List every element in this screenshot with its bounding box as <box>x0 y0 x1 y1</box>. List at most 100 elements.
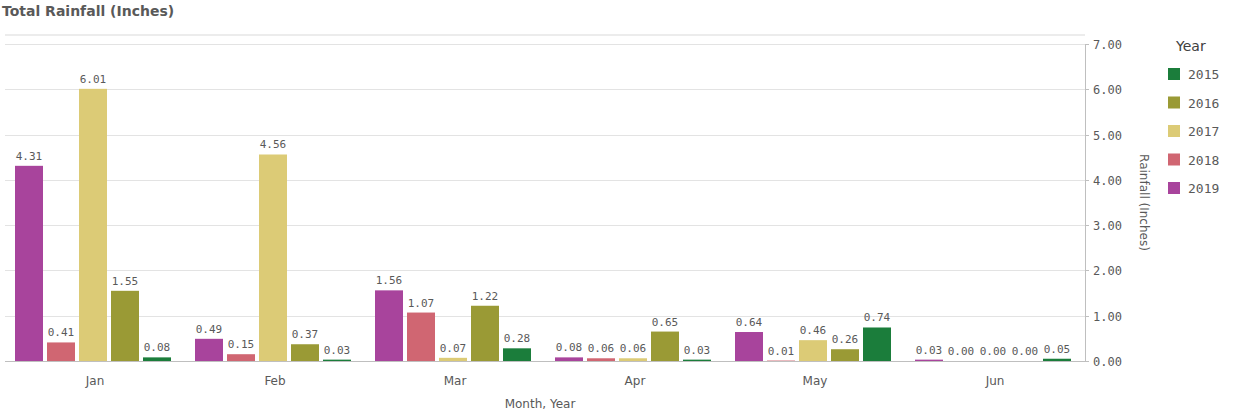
data-label: 0.06 <box>620 342 647 355</box>
bar <box>15 166 43 361</box>
y-tick-label: 2.00 <box>1093 264 1122 278</box>
bar <box>831 349 859 361</box>
data-label: 4.31 <box>16 150 43 163</box>
data-label: 0.28 <box>504 332 531 345</box>
y-tick-label: 6.00 <box>1093 83 1122 97</box>
data-label: 0.15 <box>228 338 255 351</box>
bar <box>195 339 223 361</box>
bar <box>555 357 583 361</box>
data-label: 0.37 <box>292 328 319 341</box>
legend-label: 2019 <box>1188 181 1219 196</box>
data-label: 0.05 <box>1044 343 1071 356</box>
chart: Total Rainfall (Inches) 0.00 1.00 2.00 3.00 4… <box>0 0 1233 418</box>
bar <box>291 344 319 361</box>
tick-mark <box>1085 361 1089 362</box>
bar <box>79 89 107 361</box>
data-label: 0.49 <box>196 323 223 336</box>
y-axis-title: Rainfall (Inches) <box>1137 154 1151 251</box>
grid-line <box>5 89 1085 90</box>
bar <box>143 357 171 361</box>
bar <box>471 306 499 361</box>
data-label: 0.03 <box>684 344 711 357</box>
bar <box>407 313 435 361</box>
data-labels: 4.31 0.41 6.01 1.55 0.08 0.49 0.15 4.56 0.37 0.03… <box>16 73 1071 358</box>
y-tick-label: 5.00 <box>1093 129 1122 143</box>
legend-label: 2017 <box>1188 124 1219 139</box>
data-label: 0.41 <box>48 326 75 339</box>
grid-line <box>5 361 1085 362</box>
bar <box>439 358 467 361</box>
grid-line <box>5 225 1085 226</box>
legend-label: 2015 <box>1188 67 1219 82</box>
data-label: 0.08 <box>144 341 171 354</box>
legend-title: Year <box>1175 38 1206 54</box>
grid-line <box>5 180 1085 181</box>
x-tick-label: May <box>803 374 828 388</box>
y-tick-label: 4.00 <box>1093 174 1122 188</box>
bar <box>503 348 531 361</box>
title: Total Rainfall (Inches) <box>2 3 174 19</box>
x-axis <box>5 361 1085 362</box>
data-label: 6.01 <box>80 73 107 86</box>
legend-swatch <box>1168 68 1180 80</box>
x-axis-title: Month, Year <box>505 397 576 411</box>
bar <box>735 332 763 361</box>
bar <box>651 332 679 361</box>
bar <box>683 360 711 361</box>
data-label: 0.65 <box>652 316 679 329</box>
data-label: 0.00 <box>980 345 1007 358</box>
x-tick-label: Mar <box>444 374 467 388</box>
grid-line <box>5 44 1085 45</box>
bar <box>1043 359 1071 361</box>
data-label: 1.56 <box>376 274 403 287</box>
data-label: 0.06 <box>588 342 615 355</box>
data-label: 1.07 <box>408 297 435 310</box>
bar <box>111 291 139 361</box>
bar <box>227 354 255 361</box>
y-axis <box>1085 44 1086 361</box>
grid-line <box>5 270 1085 271</box>
grid-line <box>5 135 1085 136</box>
bar <box>863 327 891 361</box>
data-label: 0.64 <box>736 316 763 329</box>
y-tick-label: 3.00 <box>1093 219 1122 233</box>
bar <box>767 360 795 361</box>
bar <box>619 358 647 361</box>
legend-label: 2016 <box>1188 96 1219 111</box>
bar <box>375 290 403 361</box>
legend-label: 2018 <box>1188 153 1219 168</box>
bar <box>587 358 615 361</box>
data-label: 0.07 <box>440 342 467 355</box>
legend-swatch <box>1168 125 1180 137</box>
data-label: 0.00 <box>948 345 975 358</box>
grid-line <box>5 316 1085 317</box>
data-label: 0.46 <box>800 324 827 337</box>
legend-swatch <box>1168 182 1180 194</box>
bar <box>915 360 943 361</box>
data-label: 1.22 <box>472 290 499 303</box>
bar <box>799 340 827 361</box>
grid <box>5 45 1085 362</box>
x-tick-label: Jan <box>85 374 105 388</box>
data-label: 0.03 <box>916 344 943 357</box>
y-tick-label: 1.00 <box>1093 310 1122 324</box>
bar <box>1011 361 1039 362</box>
data-label: 1.55 <box>112 275 139 288</box>
data-label: 0.08 <box>556 341 583 354</box>
legend-swatch <box>1168 97 1180 109</box>
x-tick-label: Jun <box>985 374 1005 388</box>
y-tick-label: 7.00 <box>1093 38 1122 52</box>
bar <box>259 154 287 361</box>
data-label: 0.26 <box>832 333 859 346</box>
data-label: 0.74 <box>864 311 891 324</box>
y-tick-label: 0.00 <box>1093 355 1122 369</box>
bar <box>47 342 75 361</box>
x-tick-label: Feb <box>264 374 285 388</box>
data-label: 0.03 <box>324 344 351 357</box>
bar <box>947 361 975 362</box>
bar <box>323 360 351 361</box>
data-label: 4.56 <box>260 138 287 151</box>
data-label: 0.00 <box>1012 345 1039 358</box>
bars <box>15 89 1071 361</box>
x-tick-label: Apr <box>625 374 646 388</box>
